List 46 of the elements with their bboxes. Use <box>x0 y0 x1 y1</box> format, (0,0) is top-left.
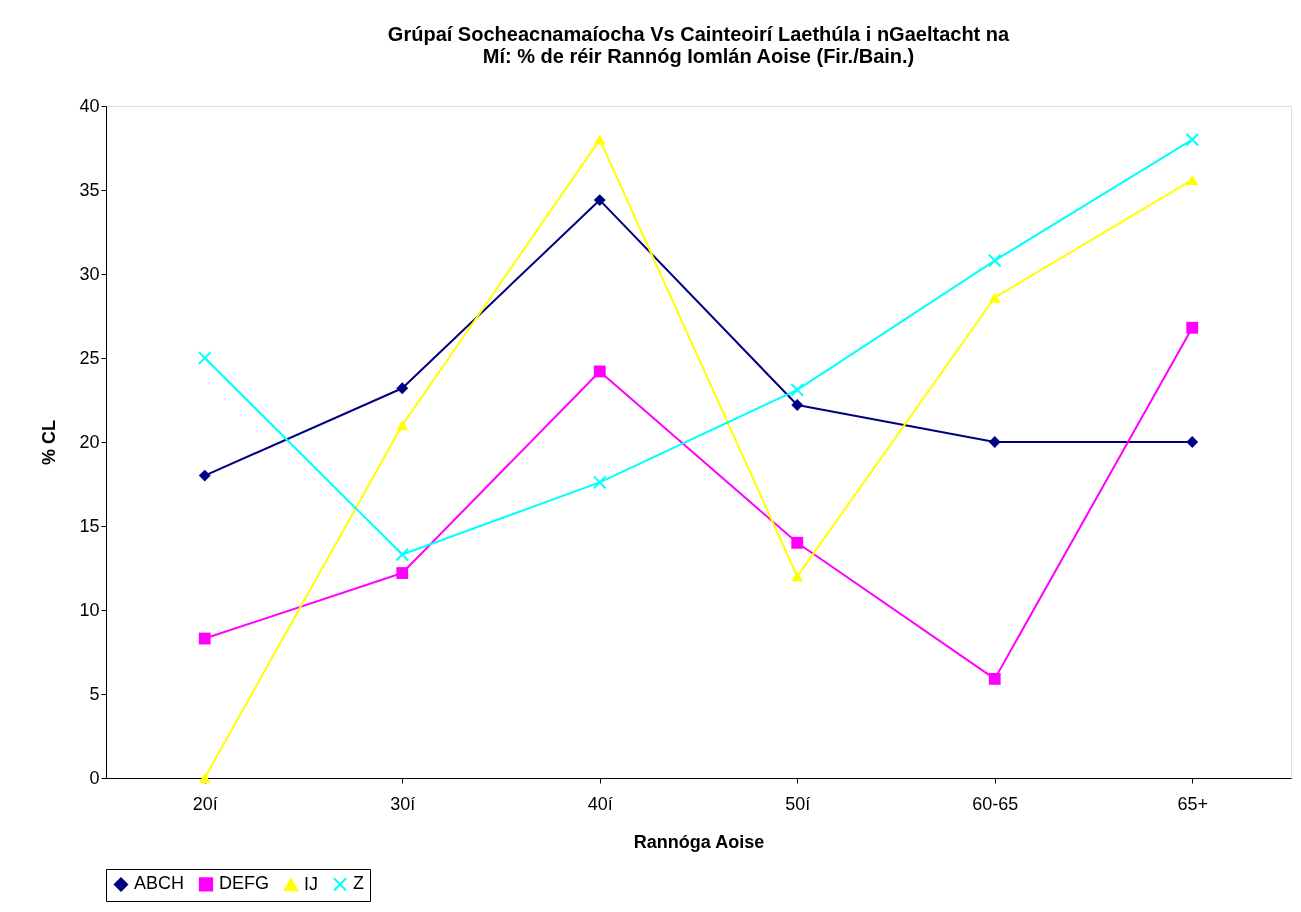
point <box>1185 132 1200 147</box>
y-tick-label: 35 <box>79 179 100 200</box>
y-tick-label: 15 <box>79 515 100 536</box>
point <box>396 382 409 395</box>
x-axis-title: Rannóga Aoise <box>633 831 765 852</box>
y-tick-label: 10 <box>79 599 100 620</box>
point <box>395 547 410 562</box>
point <box>791 536 804 549</box>
point <box>198 632 211 645</box>
point <box>1186 174 1199 186</box>
y-tick-label: 25 <box>79 347 100 368</box>
legend-label: Z <box>353 873 364 894</box>
point <box>1186 321 1199 334</box>
point <box>396 567 409 579</box>
point <box>197 351 212 365</box>
point <box>988 672 1001 685</box>
x-tick-label: 65+ <box>1177 793 1209 814</box>
point <box>987 253 1002 268</box>
point <box>790 383 805 397</box>
chart-title: Grúpaí Socheacnamaíocha Vs Cainteoirí Laethúla i nGaeltacht na Mí: % de réir Rannóg Iomlán Aoise (Fir./Bain.) <box>387 23 1011 67</box>
y-tick-label: 5 <box>89 683 100 704</box>
legend-label: DEFG <box>219 873 270 894</box>
x-tick-label: 30í <box>390 793 416 814</box>
point <box>396 420 409 431</box>
y-tick-label: 20 <box>79 431 100 452</box>
point <box>592 475 607 490</box>
point <box>1186 436 1199 448</box>
point <box>593 134 606 145</box>
point <box>593 365 606 378</box>
x-tick-label: 40í <box>587 793 613 814</box>
legend-label: ABCH <box>134 873 185 894</box>
y-tick-label: 30 <box>79 263 100 284</box>
point <box>198 469 211 482</box>
legend-label: IJ <box>304 873 319 894</box>
y-tick-label: 0 <box>89 767 100 788</box>
x-tick-label: 60-65 <box>972 793 1019 814</box>
point <box>988 436 1001 448</box>
x-tick-label: 50í <box>785 793 811 814</box>
x-tick-label: 20í <box>192 793 218 814</box>
point <box>593 194 606 206</box>
y-tick-label: 40 <box>79 95 100 116</box>
y-axis-title: % CL <box>39 420 60 465</box>
point <box>198 772 211 784</box>
point <box>791 399 804 411</box>
point <box>791 571 804 582</box>
point <box>988 292 1001 303</box>
